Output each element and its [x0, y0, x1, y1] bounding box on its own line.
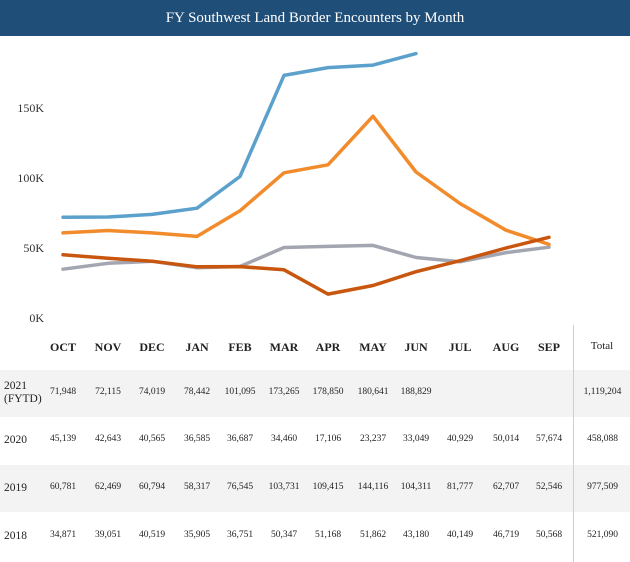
- table-row-band: [0, 465, 630, 512]
- table-cell: 34,460: [270, 434, 298, 444]
- row-year-label-line: 2021: [4, 380, 27, 392]
- table-row-band: [0, 370, 630, 417]
- table-cell: 52,546: [535, 482, 563, 492]
- row-year-label-line: 2019: [4, 481, 27, 494]
- line-chart: 0K 50K 100K 150K: [17, 51, 551, 325]
- table-cell: 45,139: [49, 434, 77, 444]
- month-header: MAR: [269, 340, 299, 354]
- row-year-label: 2019: [4, 482, 27, 495]
- row-total: 521,090: [587, 530, 618, 540]
- table-cell: 46,719: [492, 530, 520, 540]
- row-year-label: 2020: [4, 434, 27, 447]
- table-cell: 33,049: [402, 434, 430, 444]
- table-cell: 178,850: [312, 387, 344, 397]
- table-cell: 51,168: [314, 530, 342, 540]
- table-cell: 144,116: [357, 482, 389, 492]
- row-year-label: 2021 (FYTD): [4, 380, 42, 406]
- table-cell: 180,641: [357, 387, 389, 397]
- table-cell: 62,469: [94, 482, 122, 492]
- table-cell: 109,415: [312, 482, 344, 492]
- table-cell: 103,731: [268, 482, 300, 492]
- month-header: NOV: [94, 340, 122, 354]
- month-header: SEP: [537, 340, 560, 354]
- table-cell: 60,781: [49, 482, 77, 492]
- table-cell: 188,829: [400, 387, 432, 397]
- y-tick-label: 100K: [17, 171, 44, 185]
- table-cell: 39,051: [94, 530, 122, 540]
- chart-title: FY Southwest Land Border Encounters by M…: [0, 0, 630, 36]
- table-cell: 23,237: [359, 434, 387, 444]
- table-cell: 74,019: [138, 387, 166, 397]
- table-cell: 50,568: [535, 530, 563, 540]
- table-cell: 35,905: [183, 530, 211, 540]
- table-cell: 42,643: [94, 434, 122, 444]
- table-cell: 101,095: [224, 387, 256, 397]
- table-cell: 76,545: [226, 482, 254, 492]
- row-year-label-line: (FYTD): [4, 393, 42, 405]
- table-cell: 57,674: [535, 434, 563, 444]
- table-cell: 60,794: [138, 482, 166, 492]
- table-cell: 40,929: [446, 434, 474, 444]
- month-header: JUN: [404, 340, 428, 354]
- table-cell: 71,948: [49, 387, 77, 397]
- row-year-label: 2018: [4, 530, 27, 543]
- table-cell: 17,106: [314, 434, 342, 444]
- table-cell: 43,180: [402, 530, 430, 540]
- month-header: AUG: [492, 340, 520, 354]
- table-cell: 104,311: [400, 482, 432, 492]
- table-cell: 50,347: [270, 530, 298, 540]
- table-cell: 36,687: [226, 434, 254, 444]
- row-total: 1,119,204: [583, 387, 622, 397]
- table-cell: 81,777: [446, 482, 474, 492]
- table-cell: 78,442: [183, 387, 211, 397]
- table-cell: 40,519: [138, 530, 166, 540]
- series-line-2019: [61, 114, 551, 247]
- table-cell: 173,265: [268, 387, 300, 397]
- month-header: JAN: [185, 340, 209, 354]
- table-cell: 40,565: [138, 434, 166, 444]
- row-year-label-line: 2018: [4, 529, 27, 542]
- y-tick-label: 0K: [29, 311, 44, 325]
- y-tick-label: 50K: [23, 241, 44, 255]
- month-header: APR: [315, 340, 341, 354]
- total-column-divider: [573, 325, 574, 562]
- total-header: Total: [590, 340, 614, 352]
- month-header: FEB: [228, 340, 252, 354]
- month-header: JUL: [448, 340, 472, 354]
- table-cell: 72,115: [95, 387, 121, 397]
- month-header: MAY: [359, 340, 387, 354]
- table-cell: 36,585: [183, 434, 211, 444]
- table-cell: 40,149: [446, 530, 474, 540]
- table-cell: 62,707: [492, 482, 520, 492]
- table-cell: 51,862: [359, 530, 387, 540]
- table-cell: 36,751: [226, 530, 254, 540]
- table-cell: 58,317: [183, 482, 211, 492]
- row-total: 977,509: [587, 482, 618, 492]
- row-year-label-line: 2020: [4, 433, 27, 446]
- table-cell: 50,014: [492, 434, 520, 444]
- row-total: 458,088: [587, 434, 618, 444]
- y-tick-label: 150K: [17, 101, 44, 115]
- series-line-2021-fytd: [61, 51, 418, 220]
- table-cell: 34,871: [49, 530, 77, 540]
- month-header: DEC: [139, 340, 165, 354]
- month-header: OCT: [49, 340, 76, 354]
- series-line-2020: [61, 235, 551, 296]
